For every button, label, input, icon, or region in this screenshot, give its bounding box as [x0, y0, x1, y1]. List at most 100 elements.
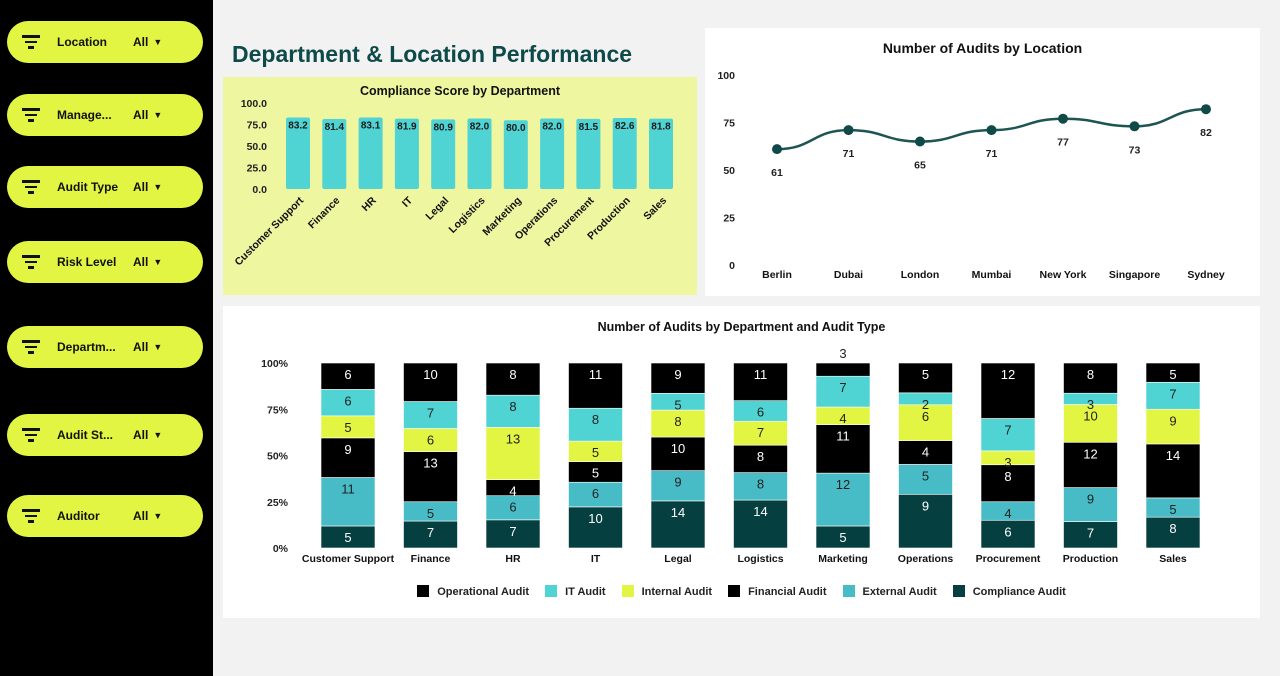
filter-manage[interactable]: Manage... All ▼	[7, 94, 203, 136]
filter-value[interactable]: All	[133, 180, 149, 194]
filter-value[interactable]: All	[133, 108, 149, 122]
segment-label: 7	[427, 406, 434, 421]
filter-icon	[21, 35, 41, 49]
stack-segment	[485, 495, 541, 521]
y-tick-label: 25%	[267, 497, 289, 509]
filter-location[interactable]: Location All ▼	[7, 21, 203, 63]
y-tick-label: 0%	[273, 543, 289, 555]
legend-item[interactable]: Internal Audit	[621, 585, 712, 598]
bar	[612, 117, 637, 189]
segment-label: 8	[592, 412, 599, 427]
data-point	[915, 136, 925, 147]
x-tick-label: Customer Support	[232, 194, 306, 268]
segment-label: 3	[1004, 455, 1011, 470]
x-tick-label: New York	[1040, 269, 1087, 281]
x-tick-label: Sydney	[1187, 269, 1225, 281]
x-tick-label: Sales	[1159, 553, 1187, 565]
chevron-down-icon[interactable]: ▼	[153, 342, 163, 352]
filter-icon	[21, 340, 41, 354]
segment-label: 9	[1169, 413, 1176, 428]
y-tick-label: 75.0	[247, 120, 268, 132]
data-label: 81.8	[651, 122, 671, 133]
stack-segment	[815, 472, 871, 527]
filter-audit-st[interactable]: Audit St... All ▼	[7, 414, 203, 456]
segment-label: 9	[344, 442, 351, 457]
data-label: 61	[771, 167, 783, 179]
legend-label: Financial Audit	[748, 586, 827, 598]
filter-departm[interactable]: Departm... All ▼	[7, 326, 203, 368]
stack-segment	[1063, 487, 1118, 522]
y-tick-label: 0	[729, 260, 735, 272]
stack-segment	[898, 404, 953, 441]
audits-by-dept-type-chart: Number of Audits by Department and Audit…	[223, 306, 1260, 618]
segment-label: 3	[1087, 397, 1094, 412]
filter-value[interactable]: All	[133, 255, 149, 269]
stack-segment	[980, 362, 1036, 419]
compliance-chart-svg: 0.0 25.0 50.0 75.0 100.0 83.2 Customer Support…	[232, 98, 673, 268]
data-label: 81.4	[325, 122, 345, 133]
filter-auditor[interactable]: Auditor All ▼	[7, 495, 203, 537]
audits-by-location-chart: Number of Audits by Location 0 25 50 75 100 6…	[705, 28, 1260, 296]
legend-item[interactable]: Financial Audit	[728, 585, 827, 598]
chart-title: Number of Audits by Department and Audit…	[597, 320, 886, 334]
legend-swatch	[728, 585, 741, 597]
filter-audit-type[interactable]: Audit Type All ▼	[7, 166, 203, 208]
chevron-down-icon[interactable]: ▼	[153, 37, 163, 47]
filter-value[interactable]: All	[133, 35, 149, 49]
bar	[394, 118, 419, 189]
segment-label: 11	[589, 367, 603, 382]
data-label: 82.6	[615, 121, 635, 132]
stack-segment	[815, 375, 871, 408]
legend-item[interactable]: Compliance Audit	[952, 585, 1066, 598]
chevron-down-icon[interactable]: ▼	[153, 110, 163, 120]
segment-label: 10	[588, 511, 602, 526]
legend-label: Compliance Audit	[972, 586, 1066, 598]
x-tick-label: Mumbai	[972, 269, 1012, 281]
filter-label: Location	[57, 35, 107, 49]
page-title: Department & Location Performance	[232, 41, 633, 67]
legend-item[interactable]: External Audit	[842, 585, 937, 598]
segment-label: 7	[839, 380, 846, 395]
x-tick-label: IT	[591, 553, 601, 565]
filter-value[interactable]: All	[133, 340, 149, 354]
segment-label: 7	[509, 524, 516, 539]
filter-label: Manage...	[57, 108, 112, 122]
stack-segment	[1145, 408, 1201, 445]
segment-label: 7	[1087, 526, 1094, 541]
filter-value[interactable]: All	[133, 428, 149, 442]
segment-label: 6	[509, 500, 516, 515]
data-label: 73	[1129, 144, 1141, 156]
filter-value[interactable]: All	[133, 509, 149, 523]
stack-segment	[980, 519, 1036, 549]
y-tick-label: 75	[723, 118, 735, 130]
bar	[322, 118, 347, 189]
stack-segment	[485, 519, 541, 549]
legend-swatch	[621, 585, 634, 597]
chevron-down-icon[interactable]: ▼	[153, 511, 163, 521]
chevron-down-icon[interactable]: ▼	[153, 430, 163, 440]
stack-segment	[485, 362, 541, 396]
bar	[286, 117, 310, 189]
chevron-down-icon[interactable]: ▼	[153, 257, 163, 267]
legend-label: IT Audit	[565, 586, 606, 598]
filter-risk-level[interactable]: Risk Level All ▼	[7, 241, 203, 283]
chart-legend: Operational Audit IT Audit Internal Audit F…	[223, 585, 1260, 598]
chart-title: Compliance Score by Department	[359, 84, 561, 98]
segment-label: 12	[836, 477, 850, 492]
segment-label: 4	[1004, 506, 1011, 521]
chevron-down-icon[interactable]: ▼	[153, 182, 163, 192]
filter-icon	[21, 180, 41, 194]
bar	[576, 118, 601, 189]
y-tick-label: 25.0	[247, 163, 268, 175]
filter-label: Auditor	[57, 509, 100, 523]
segment-label: 10	[1083, 409, 1097, 424]
legend-item[interactable]: Operational Audit	[417, 585, 529, 598]
x-tick-label: Legal	[423, 195, 451, 223]
segment-label: 4	[922, 445, 929, 460]
x-tick-label: Legal	[664, 553, 692, 565]
x-tick-label: Logistics	[737, 553, 783, 565]
segment-label: 8	[1004, 469, 1011, 484]
stacked-chart-svg: 0% 25% 50% 75% 100% 5 11 9 5 6 6 Customer Support 7 5…	[261, 346, 1201, 565]
legend-item[interactable]: IT Audit	[545, 585, 606, 598]
segment-label: 6	[344, 367, 351, 382]
